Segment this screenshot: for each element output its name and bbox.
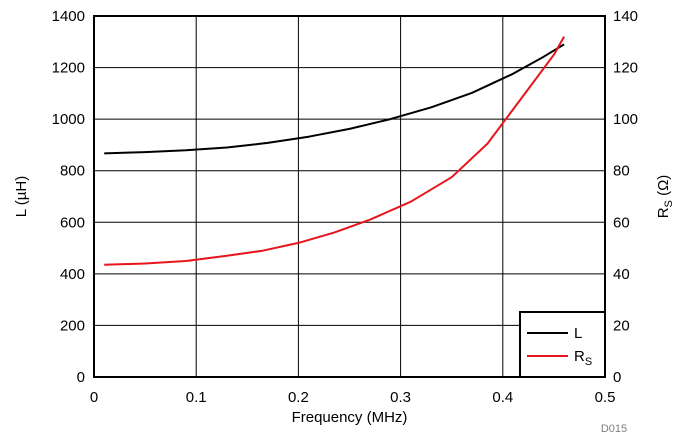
x-tick-label-3: 0.3 bbox=[390, 389, 411, 406]
y-left-tick-label-4: 800 bbox=[60, 163, 85, 180]
legend-label-rs: RS bbox=[574, 348, 592, 368]
series-line-l bbox=[104, 43, 565, 155]
tick-labels: 0 0.1 0.2 0.3 0.4 0.5020040060080010001200140… bbox=[52, 8, 638, 406]
y-left-tick-label-1: 200 bbox=[60, 317, 85, 334]
y-left-tick-label-6: 1200 bbox=[52, 60, 85, 77]
y-right-tick-label-1: 20 bbox=[613, 317, 630, 334]
y-right-tick-label-5: 100 bbox=[613, 111, 638, 128]
x-tick-label-0: 0 bbox=[90, 389, 98, 406]
y-right-tick-label-2: 40 bbox=[613, 266, 630, 283]
y-right-tick-label-6: 120 bbox=[613, 60, 638, 77]
legend: L RS bbox=[519, 311, 606, 378]
y-left-tick-label-2: 400 bbox=[60, 266, 85, 283]
figure-code: D015 bbox=[601, 423, 627, 435]
y-left-tick-label-0: 0 bbox=[77, 369, 85, 386]
y-left-tick-label-5: 1000 bbox=[52, 111, 85, 128]
y-right-tick-label-3: 60 bbox=[613, 214, 630, 231]
legend-label-l: L bbox=[574, 325, 582, 342]
series-line-rs bbox=[104, 36, 565, 266]
plot-frame bbox=[93, 15, 606, 378]
x-tick-label-5: 0.5 bbox=[595, 389, 616, 406]
legend-label-rs-main: R bbox=[574, 348, 585, 365]
x-tick-label-4: 0.4 bbox=[492, 389, 513, 406]
legend-box bbox=[519, 311, 606, 378]
y-axis-right-label: RS (Ω) bbox=[655, 175, 675, 219]
x-tick-label-1: 0.1 bbox=[186, 389, 207, 406]
y-right-tick-label-0: 0 bbox=[613, 369, 621, 386]
y-right-tick-label-4: 80 bbox=[613, 163, 630, 180]
y-left-tick-label-7: 1400 bbox=[52, 8, 85, 25]
y-axis-left-label: L (µH) bbox=[13, 176, 30, 217]
legend-label-rs-sub: S bbox=[585, 356, 592, 368]
series-layer bbox=[104, 36, 565, 266]
y-left-tick-label-3: 600 bbox=[60, 214, 85, 231]
y-right-tick-label-7: 140 bbox=[613, 8, 638, 25]
x-tick-label-2: 0.2 bbox=[288, 389, 309, 406]
y-axis-right-label-main: R bbox=[655, 207, 672, 218]
x-axis-label: Frequency (MHz) bbox=[292, 409, 408, 426]
y-axis-right-label-unit: (Ω) bbox=[655, 175, 672, 200]
y-axis-right-label-sub: S bbox=[663, 200, 675, 207]
